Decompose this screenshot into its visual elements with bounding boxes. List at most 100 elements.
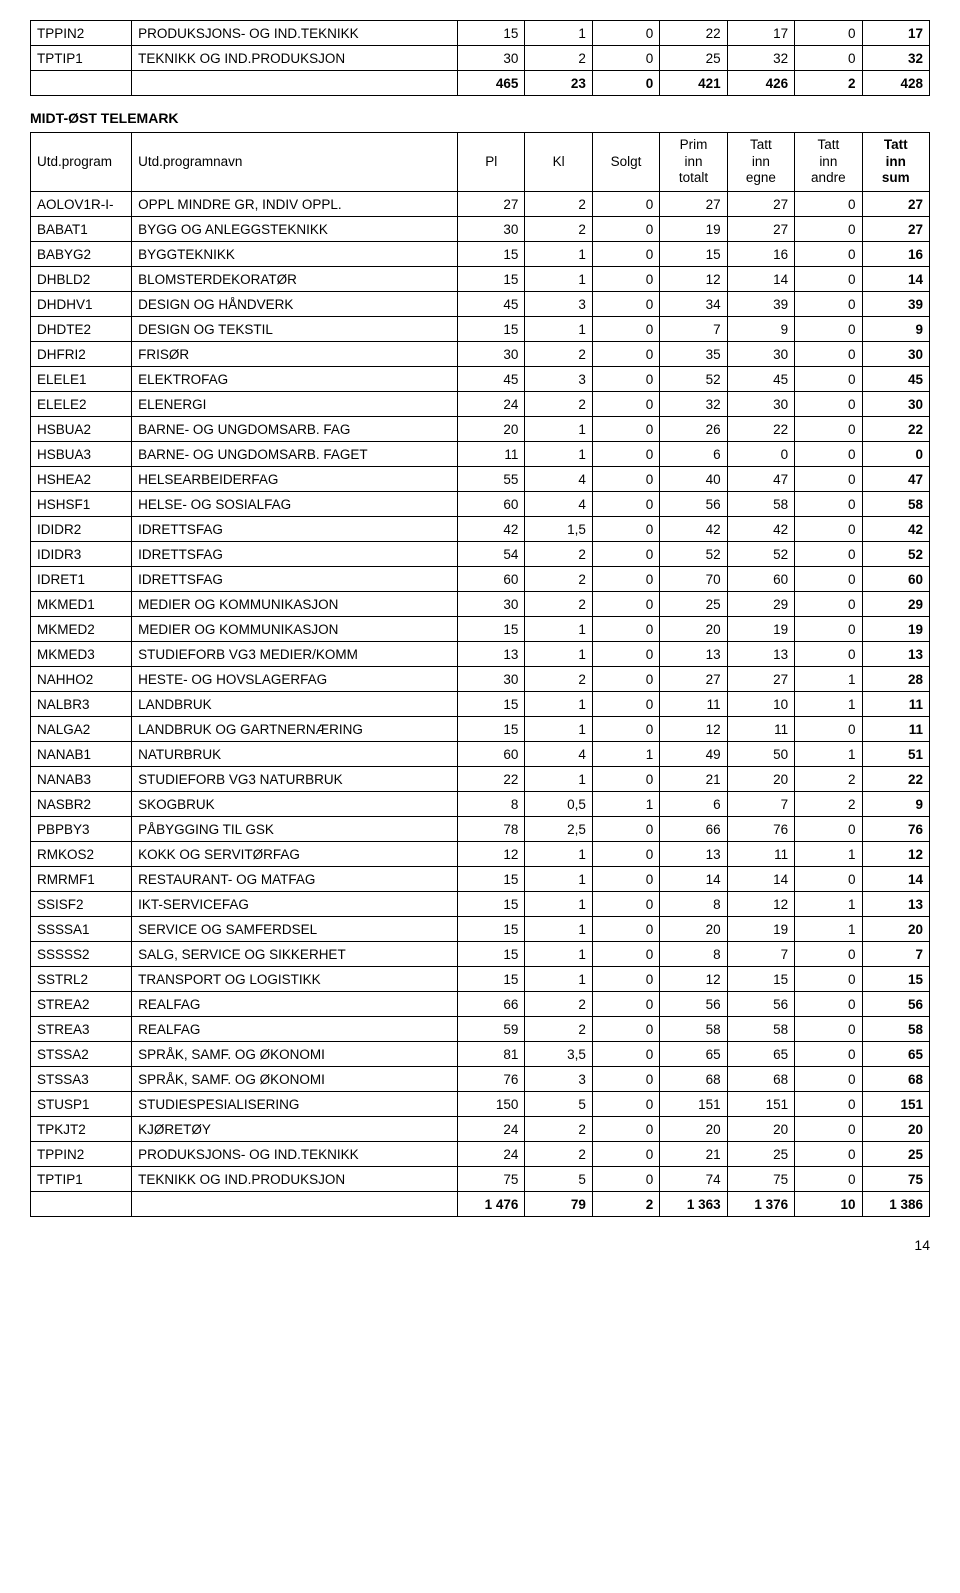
- cell: 1: [525, 942, 592, 967]
- table-row: NALGA2LANDBRUK OG GARTNERNÆRING151012110…: [31, 717, 930, 742]
- cell: 58: [660, 1017, 727, 1042]
- cell: 20: [660, 617, 727, 642]
- cell: AOLOV1R-I-: [31, 192, 132, 217]
- cell: 151: [660, 1092, 727, 1117]
- cell: 2: [525, 1142, 592, 1167]
- cell: 52: [660, 367, 727, 392]
- cell: 15: [458, 21, 525, 46]
- table-row: ELELE2ELENERGI24203230030: [31, 392, 930, 417]
- table-row: TPKJT2KJØRETØY24202020020: [31, 1117, 930, 1142]
- cell: 0: [795, 1067, 862, 1092]
- table-row: NAHHO2HESTE- OG HOVSLAGERFAG30202727128: [31, 667, 930, 692]
- cell: 54: [458, 542, 525, 567]
- cell: ELENERGI: [132, 392, 458, 417]
- cell: TEKNIKK OG IND.PRODUKSJON: [132, 1167, 458, 1192]
- cell: 1: [525, 242, 592, 267]
- cell: 7: [727, 792, 794, 817]
- cell: 11: [660, 692, 727, 717]
- cell: KOKK OG SERVITØRFAG: [132, 842, 458, 867]
- cell: 2: [592, 1192, 659, 1217]
- cell: 20: [660, 917, 727, 942]
- table-row: SSISF2IKT-SERVICEFAG1510812113: [31, 892, 930, 917]
- cell: REALFAG: [132, 992, 458, 1017]
- cell: 27: [862, 217, 929, 242]
- cell: 8: [458, 792, 525, 817]
- top-table: TPPIN2PRODUKSJONS- OG IND.TEKNIKK1510221…: [30, 20, 930, 96]
- cell: 0: [592, 617, 659, 642]
- cell: 5: [525, 1092, 592, 1117]
- cell: STUSP1: [31, 1092, 132, 1117]
- cell: 15: [458, 867, 525, 892]
- cell: 150: [458, 1092, 525, 1117]
- table-row: BABYG2BYGGTEKNIKK15101516016: [31, 242, 930, 267]
- cell: 25: [660, 592, 727, 617]
- table-row: HSHSF1HELSE- OG SOSIALFAG60405658058: [31, 492, 930, 517]
- cell: NASBR2: [31, 792, 132, 817]
- table-row: HSBUA2BARNE- OG UNGDOMSARB. FAG201026220…: [31, 417, 930, 442]
- table-row: TPTIP1TEKNIKK OG IND.PRODUKSJON755074750…: [31, 1167, 930, 1192]
- header-cell: Utd.program: [31, 133, 132, 192]
- cell: 0: [795, 1142, 862, 1167]
- cell: 28: [862, 667, 929, 692]
- cell: SSISF2: [31, 892, 132, 917]
- cell: 6: [660, 792, 727, 817]
- cell: 2: [795, 792, 862, 817]
- table-row: MKMED1MEDIER OG KOMMUNIKASJON30202529029: [31, 592, 930, 617]
- cell: 22: [862, 767, 929, 792]
- cell: DHDHV1: [31, 292, 132, 317]
- cell: DESIGN OG HÅNDVERK: [132, 292, 458, 317]
- cell: 60: [727, 567, 794, 592]
- cell: TPPIN2: [31, 21, 132, 46]
- cell: ELELE1: [31, 367, 132, 392]
- page-number: 14: [30, 1237, 930, 1253]
- cell: 421: [660, 71, 727, 96]
- cell: IKT-SERVICEFAG: [132, 892, 458, 917]
- cell: IDRET1: [31, 567, 132, 592]
- cell: 22: [660, 21, 727, 46]
- cell: 1: [795, 742, 862, 767]
- cell: BARNE- OG UNGDOMSARB. FAGET: [132, 442, 458, 467]
- cell: 1 386: [862, 1192, 929, 1217]
- cell: 20: [862, 917, 929, 942]
- cell: HSHSF1: [31, 492, 132, 517]
- cell: 0: [795, 192, 862, 217]
- cell: 14: [727, 267, 794, 292]
- cell: 7: [727, 942, 794, 967]
- table-row: IDRET1IDRETTSFAG60207060060: [31, 567, 930, 592]
- cell: 0: [592, 842, 659, 867]
- table-row: BABAT1BYGG OG ANLEGGSTEKNIKK30201927027: [31, 217, 930, 242]
- cell: 12: [458, 842, 525, 867]
- cell: 0: [592, 1092, 659, 1117]
- cell: 0: [727, 442, 794, 467]
- cell: 0: [592, 967, 659, 992]
- cell: 27: [727, 192, 794, 217]
- cell: HSBUA3: [31, 442, 132, 467]
- table-row: SSSSS2SALG, SERVICE OG SIKKERHET15108707: [31, 942, 930, 967]
- cell: 42: [458, 517, 525, 542]
- table-row: IDIDR2IDRETTSFAG421,504242042: [31, 517, 930, 542]
- cell: 15: [660, 242, 727, 267]
- cell: 10: [795, 1192, 862, 1217]
- cell: 15: [727, 967, 794, 992]
- cell: IDIDR2: [31, 517, 132, 542]
- cell: 2: [795, 71, 862, 96]
- cell: 2: [525, 1017, 592, 1042]
- cell: 12: [727, 892, 794, 917]
- cell: 34: [660, 292, 727, 317]
- cell: 2: [525, 592, 592, 617]
- cell: 14: [660, 867, 727, 892]
- cell: 29: [727, 592, 794, 617]
- section-title: MIDT-ØST TELEMARK: [30, 110, 930, 126]
- cell: 0: [795, 1042, 862, 1067]
- cell: 75: [862, 1167, 929, 1192]
- cell: 0: [795, 867, 862, 892]
- cell: 76: [727, 817, 794, 842]
- cell: 0: [862, 442, 929, 467]
- main-table: Utd.programUtd.programnavnPlKlSolgtPrimi…: [30, 132, 930, 1217]
- cell: 58: [862, 492, 929, 517]
- cell: 0: [795, 342, 862, 367]
- cell: 0: [592, 292, 659, 317]
- cell: 70: [660, 567, 727, 592]
- cell: SERVICE OG SAMFERDSEL: [132, 917, 458, 942]
- cell: 1: [795, 667, 862, 692]
